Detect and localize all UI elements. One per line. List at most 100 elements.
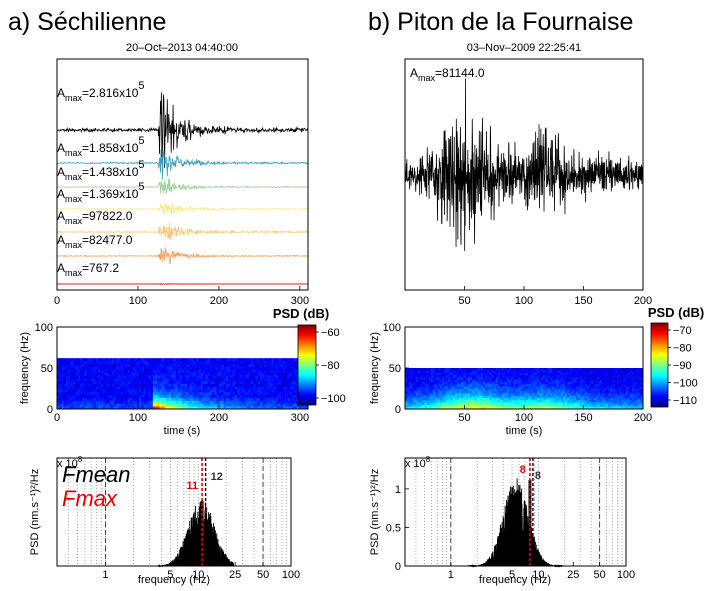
spectrogram-cell [123,375,126,379]
spectrogram-cell [207,375,211,379]
spectrogram-cell [588,404,592,408]
spectrogram-cell [257,392,261,396]
spectrogram-cell [491,383,495,387]
spectrogram-cell [214,403,218,407]
spectrogram-cell [485,395,488,398]
spectrogram-cell [580,397,583,401]
spectrogram-cell [560,393,564,396]
spectrogram-cell [612,372,616,376]
spectrogram-cell [441,395,445,398]
spectrogram-cell [456,386,460,389]
spectrogram-cell [205,369,208,373]
spectrogram-cell [433,381,436,385]
spectrogram-cell [278,403,281,407]
spectrogram-cell [601,406,605,410]
spectrogram-cell [528,377,531,380]
spectrogram-cell [266,380,270,384]
spectrogram-cell [164,400,167,404]
spectrogram-cell [614,370,618,373]
spectrogram-cell [223,358,227,362]
spectrogram-cell [102,392,106,396]
spectrogram-cell [155,363,158,367]
spectrogram-cell [521,393,525,396]
spectrogram-cell [225,383,229,387]
spectrogram-cell [528,404,531,408]
spectrogram-cell [549,383,553,387]
spectrogram-cell [461,402,464,405]
spectrogram-cell [491,370,495,373]
spectrogram-cell [554,404,557,408]
spectrogram-cell [413,377,417,380]
spectrogram-cell [86,375,90,379]
spectrogram-cell [446,388,449,392]
spectrogram-cell [104,403,108,407]
spectrogram-cell [239,372,243,376]
spectrogram-cell [586,386,590,389]
spectrogram-cell [225,394,229,398]
spectrogram-cell [216,372,220,376]
spectrogram-cell [487,404,490,408]
spectrogram-cell [287,403,291,407]
spectrogram-cell [66,358,69,362]
spectrogram-cell [255,386,259,390]
spectrogram-cell [606,383,609,387]
spectrogram-cell [246,403,249,407]
spectrogram-cell [562,388,566,392]
spectrogram-cell [593,402,596,405]
spectrogram-cell [244,383,247,387]
spectrogram-cell [77,403,81,407]
spectrogram-cell [63,383,67,387]
spectrogram-cell [116,400,119,404]
spectrogram-cell [98,377,101,382]
spectrogram-cell [116,366,119,370]
spectrogram-cell [588,399,592,403]
spectrogram-cell [84,394,87,398]
spectrogram-cell [246,394,249,398]
spectrogram-cell [234,389,238,393]
spectrogram-cell [601,381,605,385]
spectrogram-cell [289,392,293,396]
spectrogram-cell [524,399,527,403]
spectrogram-cell [443,399,447,403]
spectrogram-cell [207,360,211,365]
spectrogram-cell [287,369,291,373]
spectrogram-cell [139,372,142,376]
spectrogram-cell [422,393,425,396]
spectrogram-cell [597,386,601,389]
spectrogram-cell [164,366,167,370]
spectrogram-cell [157,400,160,404]
spectrogram-cell [70,383,74,387]
spectrogram-cell [617,379,620,382]
spectrogram-cell [182,363,186,367]
spectrogram-cell [424,374,427,378]
spectrogram-cell [446,383,449,387]
spectrogram-cell [187,392,190,396]
spectrogram-cell [241,375,245,379]
spectrogram-cell [66,383,69,387]
spectrogram-cell [485,388,488,392]
spectrogram-cell [59,400,62,404]
spectrogram-cell [446,390,449,394]
spectrogram-cell [584,386,588,389]
spectrogram-cell [413,395,417,398]
axes-frame-a1 [56,58,309,291]
spectrogram-cell [413,402,417,405]
spectrogram-cell [221,366,224,370]
spectrogram-cell [530,374,533,378]
spectrogram-cell [234,380,238,384]
spectrogram-cell [480,383,484,387]
spectrogram-cell [173,377,176,382]
spectrogram-cell [264,394,268,398]
spectrogram-cell [189,372,192,376]
spectrogram-cell [250,406,254,410]
spectrogram-cell [68,392,71,396]
spectrogram-cell [513,390,516,394]
spectrogram-cell [493,386,497,389]
spectrogram-cell [534,377,538,380]
spectrogram-cell [640,399,644,403]
spectrogram-cell [433,406,436,410]
spectrogram-cell [209,389,213,393]
spectrogram-cell [575,388,579,392]
spectrogram-cell [237,383,240,387]
spectrogram-cell [257,400,261,404]
